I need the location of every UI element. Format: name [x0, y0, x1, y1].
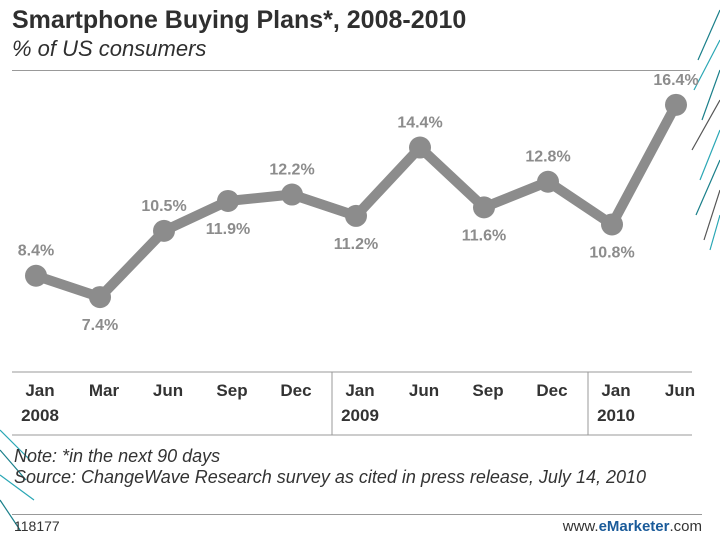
- data-label: 8.4%: [18, 243, 54, 260]
- x-tick-year-label: 2008: [21, 406, 59, 425]
- x-tick-label: Jun: [665, 381, 695, 400]
- data-point: [537, 170, 559, 193]
- source-text: Source: ChangeWave Research survey as ci…: [14, 467, 647, 487]
- data-point: [345, 204, 367, 227]
- data-label: 11.6%: [462, 227, 506, 244]
- title-divider: [12, 70, 690, 71]
- x-tick-label: Mar: [89, 381, 120, 400]
- data-label: 10.8%: [589, 244, 634, 261]
- x-tick-label: Jan: [601, 381, 630, 400]
- x-tick-label: Dec: [280, 381, 311, 400]
- data-point: [89, 286, 111, 309]
- data-label: 14.4%: [397, 115, 442, 132]
- x-tick-label: Jan: [345, 381, 374, 400]
- data-point: [281, 183, 303, 206]
- data-label: 7.4%: [82, 317, 118, 334]
- x-tick-year-label: 2010: [597, 406, 635, 425]
- data-point: [601, 213, 623, 236]
- data-label: 12.8%: [525, 149, 570, 166]
- chart-title: Smartphone Buying Plans*, 2008-2010: [12, 6, 467, 34]
- line-chart: 8.4% 7.4% 10.5% 11.9% 12.2% 11.2% 14.4% 11.6% 12…: [12, 72, 699, 436]
- decorative-swirl-right: [691, 9, 720, 251]
- footer-divider: [12, 514, 702, 515]
- x-tick-label: Sep: [216, 381, 247, 400]
- data-label: 11.9%: [206, 221, 250, 238]
- data-label: 10.5%: [141, 198, 186, 215]
- data-point: [409, 136, 431, 159]
- x-tick-label: Sep: [472, 381, 503, 400]
- data-point: [25, 264, 47, 287]
- data-label: 16.4%: [653, 72, 698, 89]
- data-label: 12.2%: [269, 162, 314, 179]
- x-tick-year-label: 2009: [341, 406, 379, 425]
- brand-name: eMarketer: [598, 518, 670, 535]
- data-point: [473, 196, 495, 219]
- chart-id: 118177: [14, 518, 60, 534]
- x-tick-label: Dec: [536, 381, 567, 400]
- x-tick-label: Jan: [25, 381, 54, 400]
- x-tick-label: Jun: [409, 381, 439, 400]
- data-point: [153, 219, 175, 242]
- series-line: [31, 99, 681, 303]
- data-label: 11.2%: [334, 236, 378, 253]
- chart-subtitle: % of US consumers: [12, 36, 207, 61]
- decorative-swirl-left: [0, 429, 35, 531]
- brand-logo: www.eMarketer.com: [563, 518, 702, 535]
- brand-suffix: .com: [669, 518, 702, 535]
- data-point: [217, 189, 239, 212]
- chart-notes: Note: *in the next 90 days Source: Chang…: [14, 446, 674, 488]
- note-text: Note: *in the next 90 days: [14, 446, 221, 466]
- x-tick-label: Jun: [153, 381, 183, 400]
- data-point: [665, 93, 687, 116]
- brand-prefix: www.: [562, 518, 599, 535]
